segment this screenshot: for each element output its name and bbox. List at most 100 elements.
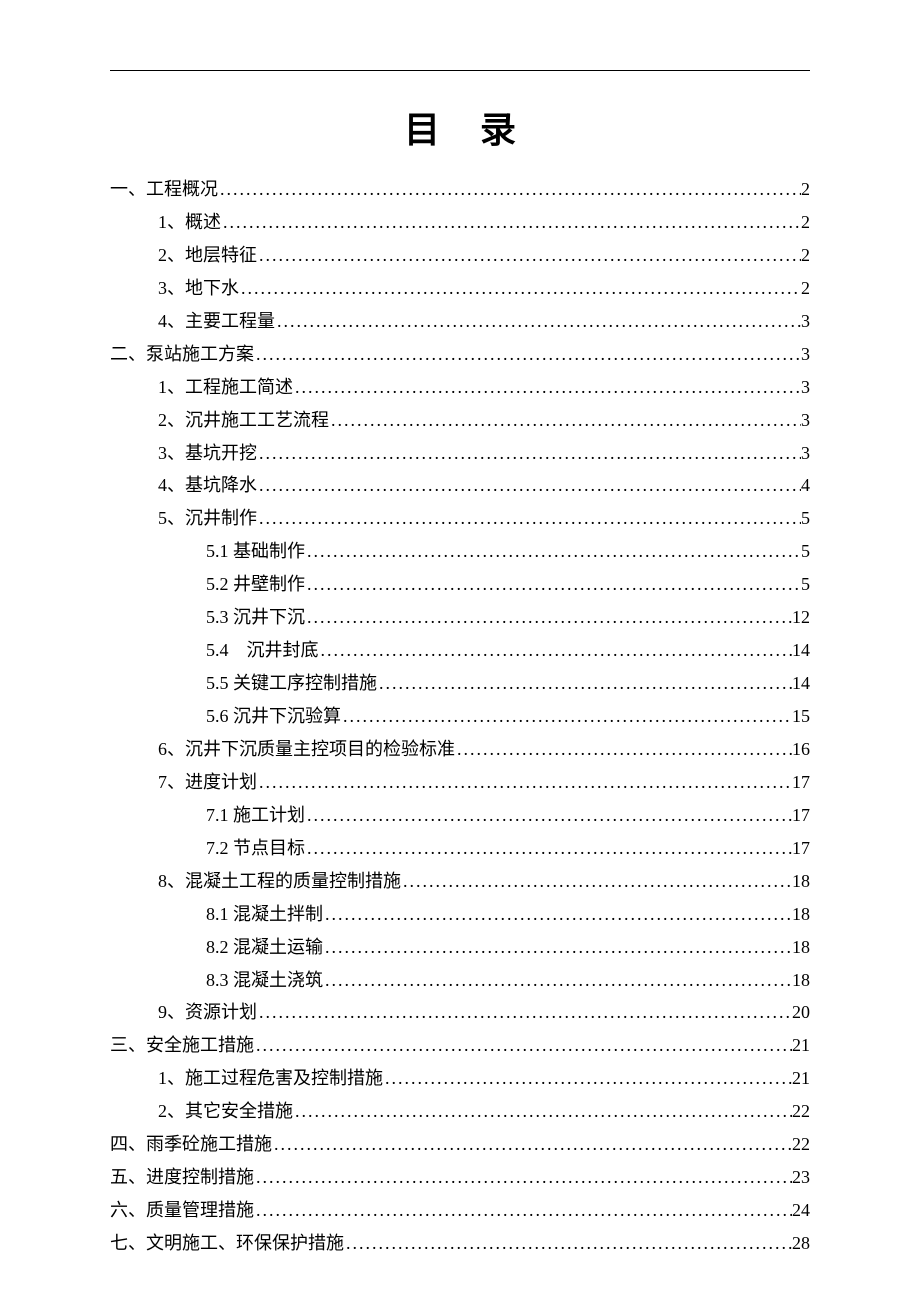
page-title: 目录 [110, 101, 810, 153]
toc-entry: 4、主要工程量.................................… [110, 305, 810, 338]
toc-entry: 五、进度控制措施................................… [110, 1161, 810, 1194]
header-rule [110, 70, 810, 71]
toc-page-number: 18 [792, 898, 810, 931]
toc-label: 六、质量管理措施 [110, 1194, 254, 1227]
toc-page-number: 2 [801, 173, 810, 206]
toc-leader-dots: ........................................… [305, 799, 792, 832]
toc-leader-dots: ........................................… [401, 865, 792, 898]
toc-label: 一、工程概况 [110, 173, 218, 206]
toc-entry: 3、地下水...................................… [110, 272, 810, 305]
toc-label: 5.5 关键工序控制措施 [206, 667, 377, 700]
toc-entry: 七、文明施工、环保保护措施...........................… [110, 1227, 810, 1260]
toc-leader-dots: ........................................… [323, 898, 792, 931]
toc-leader-dots: ........................................… [218, 173, 801, 206]
toc-label: 二、泵站施工方案 [110, 338, 254, 371]
toc-page-number: 14 [792, 634, 810, 667]
toc-leader-dots: ........................................… [293, 1095, 792, 1128]
toc-label: 4、基坑降水 [158, 469, 257, 502]
toc-leader-dots: ........................................… [293, 371, 801, 404]
toc-leader-dots: ........................................… [257, 437, 801, 470]
toc-page-number: 3 [801, 404, 810, 437]
toc-page-number: 5 [801, 568, 810, 601]
toc-leader-dots: ........................................… [239, 272, 801, 305]
toc-leader-dots: ........................................… [254, 1161, 792, 1194]
toc-leader-dots: ........................................… [257, 996, 792, 1029]
toc-entry: 8.3 混凝土浇筑...............................… [110, 964, 810, 997]
toc-page-number: 2 [801, 239, 810, 272]
table-of-contents: 一、工程概况..................................… [110, 173, 810, 1260]
toc-entry: 5.1 基础制作................................… [110, 535, 810, 568]
toc-entry: 1、施工过程危害及控制措施...........................… [110, 1062, 810, 1095]
toc-label: 5.3 沉井下沉 [206, 601, 305, 634]
toc-page-number: 15 [792, 700, 810, 733]
toc-leader-dots: ........................................… [254, 1194, 792, 1227]
toc-label: 1、概述 [158, 206, 221, 239]
toc-leader-dots: ........................................… [383, 1062, 792, 1095]
toc-page-number: 17 [792, 799, 810, 832]
toc-leader-dots: ........................................… [305, 535, 801, 568]
toc-entry: 5.3 沉井下沉................................… [110, 601, 810, 634]
toc-page-number: 2 [801, 206, 810, 239]
toc-leader-dots: ........................................… [272, 1128, 792, 1161]
toc-entry: 5.6 沉井下沉验算..............................… [110, 700, 810, 733]
toc-leader-dots: ........................................… [455, 733, 792, 766]
toc-entry: 三、安全施工措施................................… [110, 1029, 810, 1062]
toc-page-number: 3 [801, 371, 810, 404]
toc-label: 8.2 混凝土运输 [206, 931, 323, 964]
toc-leader-dots: ........................................… [254, 1029, 792, 1062]
toc-page-number: 3 [801, 437, 810, 470]
toc-entry: 1、概述....................................… [110, 206, 810, 239]
toc-entry: 2、沉井施工工艺流程..............................… [110, 404, 810, 437]
toc-entry: 二、泵站施工方案................................… [110, 338, 810, 371]
toc-page-number: 18 [792, 931, 810, 964]
toc-page-number: 5 [801, 535, 810, 568]
toc-page-number: 21 [792, 1062, 810, 1095]
toc-entry: 8.2 混凝土运输...............................… [110, 931, 810, 964]
toc-leader-dots: ........................................… [329, 404, 801, 437]
toc-label: 7.2 节点目标 [206, 832, 305, 865]
toc-label: 6、沉井下沉质量主控项目的检验标准 [158, 733, 455, 766]
toc-label: 3、基坑开挖 [158, 437, 257, 470]
toc-leader-dots: ........................................… [221, 206, 801, 239]
toc-label: 7.1 施工计划 [206, 799, 305, 832]
toc-leader-dots: ........................................… [254, 338, 801, 371]
toc-leader-dots: ........................................… [257, 469, 801, 502]
toc-page-number: 24 [792, 1194, 810, 1227]
toc-page-number: 18 [792, 964, 810, 997]
toc-page-number: 14 [792, 667, 810, 700]
toc-entry: 5.5 关键工序控制措施............................… [110, 667, 810, 700]
toc-leader-dots: ........................................… [305, 568, 801, 601]
toc-leader-dots: ........................................… [257, 502, 801, 535]
toc-label: 5.6 沉井下沉验算 [206, 700, 341, 733]
toc-leader-dots: ........................................… [257, 766, 792, 799]
toc-entry: 7、进度计划..................................… [110, 766, 810, 799]
toc-page-number: 2 [801, 272, 810, 305]
toc-label: 2、其它安全措施 [158, 1095, 293, 1128]
toc-entry: 6、沉井下沉质量主控项目的检验标准.......................… [110, 733, 810, 766]
toc-entry: 8.1 混凝土拌制...............................… [110, 898, 810, 931]
toc-entry: 7.1 施工计划................................… [110, 799, 810, 832]
toc-label: 1、施工过程危害及控制措施 [158, 1062, 383, 1095]
toc-label: 5.2 井壁制作 [206, 568, 305, 601]
toc-page-number: 3 [801, 338, 810, 371]
toc-leader-dots: ........................................… [305, 601, 792, 634]
toc-entry: 2、其它安全措施................................… [110, 1095, 810, 1128]
toc-page-number: 22 [792, 1095, 810, 1128]
toc-entry: 3、基坑开挖..................................… [110, 437, 810, 470]
toc-entry: 六、质量管理措施................................… [110, 1194, 810, 1227]
toc-entry: 5.4 沉井封底................................… [110, 634, 810, 667]
toc-leader-dots: ........................................… [341, 700, 792, 733]
toc-label: 8.3 混凝土浇筑 [206, 964, 323, 997]
toc-entry: 一、工程概况..................................… [110, 173, 810, 206]
toc-label: 七、文明施工、环保保护措施 [110, 1227, 344, 1260]
toc-entry: 5.2 井壁制作................................… [110, 568, 810, 601]
toc-entry: 四、雨季砼施工措施...............................… [110, 1128, 810, 1161]
toc-page-number: 28 [792, 1227, 810, 1260]
toc-label: 2、沉井施工工艺流程 [158, 404, 329, 437]
toc-page-number: 3 [801, 305, 810, 338]
toc-label: 3、地下水 [158, 272, 239, 305]
toc-page-number: 16 [792, 733, 810, 766]
toc-entry: 2、地层特征..................................… [110, 239, 810, 272]
toc-label: 四、雨季砼施工措施 [110, 1128, 272, 1161]
toc-page-number: 4 [801, 469, 810, 502]
